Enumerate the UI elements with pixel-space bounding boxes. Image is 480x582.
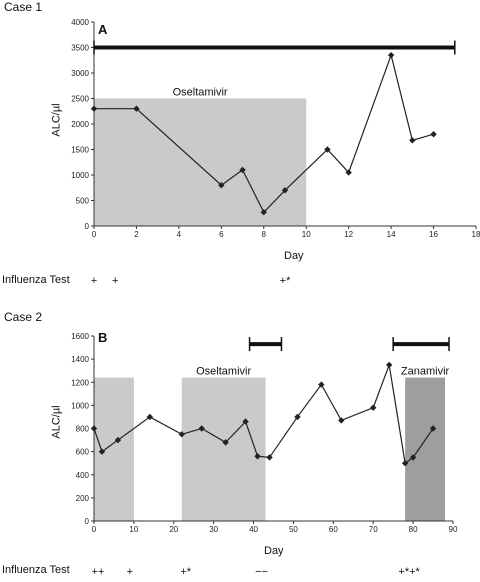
chart-a-data-point: [387, 51, 395, 59]
chart-b-x-tick-label: 60: [329, 525, 338, 534]
chart-a-duration-bar-0: [93, 40, 456, 55]
chart-a-x-tick-label: 8: [262, 230, 267, 239]
chart-a-data-point: [90, 105, 98, 112]
chart-b-y-tick-label: 800: [76, 425, 90, 434]
chart-b-data-point: [401, 459, 409, 467]
chart-a-x-tick-label: 6: [219, 230, 224, 239]
chart-b-data-point: [242, 418, 249, 425]
chart-b-influenza-test-mark: ++: [92, 566, 105, 578]
chart-b-data-point: [385, 361, 393, 369]
chart-b-x-tick-label: 90: [449, 525, 458, 534]
chart-b-data-point: [114, 436, 122, 444]
chart-b-x-tick-label: 70: [369, 525, 378, 534]
chart-a-y-tick-label: 0: [85, 222, 90, 231]
chart-b-data-point: [370, 404, 377, 411]
chart-a-x-tick-label: 0: [92, 230, 97, 239]
chart-a-x-tick-label: 10: [302, 230, 311, 239]
chart-b-data-point: [198, 425, 205, 432]
chart-a-data-point: [281, 187, 289, 194]
chart-a-influenza-test-mark: +: [91, 275, 97, 287]
chart-b-duration-bar-1: [392, 337, 450, 352]
chart-b-y-tick-label: 600: [76, 448, 90, 457]
chart-b-data-point: [90, 425, 98, 432]
case-2-title: Case 2: [4, 310, 43, 324]
chart-a-x-axis-label: Day: [284, 250, 304, 262]
chart-a-data-point: [409, 137, 416, 144]
chart-a-y-tick-label: 3500: [71, 44, 89, 53]
chart-b-x-tick-label: 50: [289, 525, 298, 534]
chart-a-treatment-label-0: Oseltamivir: [173, 87, 228, 99]
chart-b-x-tick-label: 10: [129, 525, 138, 534]
chart-b-influenza-test-mark: −−: [255, 566, 268, 578]
chart-b-x-tick-label: 40: [249, 525, 258, 534]
chart-a-x-tick-label: 16: [429, 230, 438, 239]
chart-b-x-tick-label: 30: [209, 525, 218, 534]
chart-b-x-tick-label: 20: [169, 525, 178, 534]
chart-b-y-tick-label: 200: [76, 494, 90, 503]
chart-a-data-point: [345, 169, 352, 176]
chart-b-influenza-test-mark: +*+*: [398, 566, 420, 578]
chart-b-influenza-test-mark: +: [127, 566, 133, 578]
chart-a-y-tick-label: 1500: [71, 146, 89, 155]
chart-b-data-point: [98, 448, 106, 455]
chart-b-treatment-region-0: [94, 377, 134, 521]
chart-b-treatment-label-2: Zanamivir: [401, 366, 450, 378]
chart-a-data-point: [430, 131, 437, 138]
chart-a-influenza-test-mark: +*: [280, 275, 291, 287]
chart-a-y-tick-label: 500: [76, 197, 90, 206]
chart-a-x-tick-label: 12: [344, 230, 353, 239]
panel-b-label: B: [98, 330, 108, 345]
chart-b-treatment-label-1: Oseltamivir: [196, 366, 251, 378]
chart-a-y-tick-label: 3000: [71, 69, 89, 78]
chart-a-y-tick-label: 4000: [71, 18, 89, 27]
chart-b-y-tick-label: 1000: [71, 401, 89, 410]
chart-b-y-tick-label: 1400: [71, 355, 89, 364]
chart-b-y-tick-label: 400: [76, 471, 90, 480]
chart-b-data-point: [409, 454, 417, 461]
chart-a-influenza-test-label: Influenza Test: [2, 274, 70, 286]
chart-b-y-tick-label: 0: [85, 517, 90, 526]
chart-a-data-point: [324, 146, 331, 153]
chart-b-influenza-test-mark: +*: [180, 566, 191, 578]
chart-b-x-axis-label: Day: [264, 545, 284, 557]
chart-b-data-point: [254, 453, 261, 460]
chart-b-x-tick-label: 0: [92, 525, 97, 534]
chart-a-treatment-region-0: [94, 98, 307, 226]
chart-a-data-point: [218, 182, 225, 189]
chart-a-y-tick-label: 2500: [71, 95, 89, 104]
chart-b-data-point: [146, 413, 154, 421]
chart-b-duration-bar-0: [248, 337, 283, 352]
chart-a-x-tick-label: 18: [472, 230, 480, 239]
case-1-title: Case 1: [4, 0, 43, 14]
chart-b-treatment-region-2: [405, 377, 446, 521]
chart-b-data-point: [178, 431, 185, 438]
chart-b-data-point: [266, 454, 273, 461]
chart-b-data-point: [338, 417, 345, 424]
chart-a-y-tick-label: 2000: [71, 120, 89, 129]
chart-a-x-tick-label: 2: [134, 230, 139, 239]
chart-b-y-tick-label: 1200: [71, 378, 89, 387]
chart-a-x-tick-label: 4: [177, 230, 182, 239]
chart-a-influenza-test-mark: +: [112, 275, 118, 287]
chart-b-influenza-test-label: Influenza Test: [2, 564, 70, 576]
chart-b-x-tick-label: 80: [409, 525, 418, 534]
chart-b-treatment-region-1: [181, 377, 266, 521]
chart-a-y-tick-label: 1000: [71, 171, 89, 180]
chart-b-data-point: [318, 381, 325, 388]
chart-a-data-point: [260, 209, 267, 216]
chart-b-y-tick-label: 1600: [71, 332, 89, 341]
chart-b-data-point: [222, 439, 229, 446]
chart-b-series-line-0: [93, 362, 434, 465]
chart-a-data-point: [133, 105, 140, 112]
chart-b-data-point: [429, 425, 437, 432]
chart-a-x-tick-label: 14: [387, 230, 396, 239]
chart-a-data-point: [239, 166, 246, 174]
panel-a-label: A: [98, 22, 108, 37]
chart-b-data-point: [294, 413, 301, 421]
